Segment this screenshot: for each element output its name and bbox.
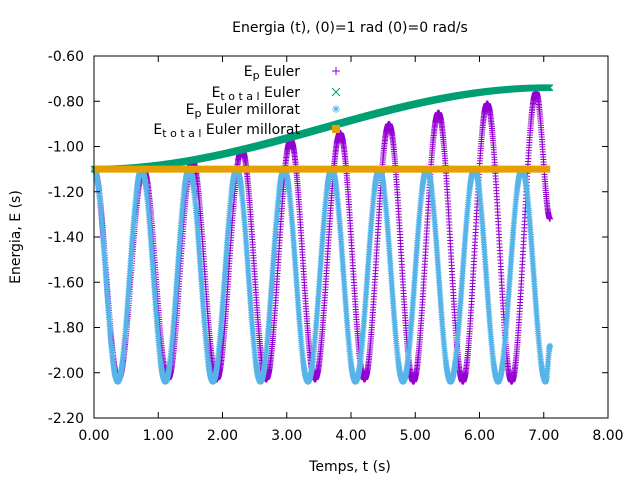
legend-label-ep_millorat: Ep Euler millorat	[186, 102, 301, 120]
y-axis-label: Energia, E (s)	[8, 190, 24, 284]
y-tick-label-2: -1.00	[48, 140, 84, 156]
x-axis-label: Temps, t (s)	[308, 459, 391, 475]
legend-label-etot_euler: Et o t a l Euler	[212, 85, 301, 103]
x-tick-label-0: 0.00	[78, 428, 109, 444]
x-tick-label-8: 8.00	[592, 428, 623, 444]
legend-label-ep_euler: Ep Euler	[244, 64, 301, 82]
legend-marker-ep_euler	[332, 67, 340, 75]
x-tick-label-2: 2.00	[207, 428, 238, 444]
x-tick-label-6: 6.00	[464, 428, 495, 444]
x-tick-label-3: 3.00	[271, 428, 302, 444]
legend-marker-ep_millorat	[332, 105, 340, 113]
y-tick-label-5: -1.60	[48, 275, 84, 291]
x-tick-label-5: 5.00	[400, 428, 431, 444]
y-tick-label-3: -1.20	[48, 185, 84, 201]
y-tick-label-0: -0.60	[48, 49, 84, 65]
x-tick-label-1: 1.00	[143, 428, 174, 444]
y-tick-label-8: -2.20	[48, 411, 84, 427]
legend-marker-etot_euler	[331, 87, 341, 97]
x-tick-label-4: 4.00	[335, 428, 366, 444]
legend-marker-etot_millorat	[332, 125, 340, 133]
y-tick-label-4: -1.40	[48, 230, 84, 246]
y-tick-label-1: -0.80	[48, 94, 84, 110]
x-tick-label-7: 7.00	[528, 428, 559, 444]
y-tick-label-6: -1.80	[48, 321, 84, 337]
y-tick-label-7: -2.00	[48, 366, 84, 382]
legend-label-etot_millorat: Et o t a l Euler millorat	[153, 122, 300, 140]
chart-title: Energia (t), (0)=1 rad (0)=0 rad/s	[232, 20, 468, 36]
axes-layer: 0.00 1.00 2.00 3.00 4.00 5.00 6.00 7.00 8.00 -0.6…	[48, 49, 624, 444]
